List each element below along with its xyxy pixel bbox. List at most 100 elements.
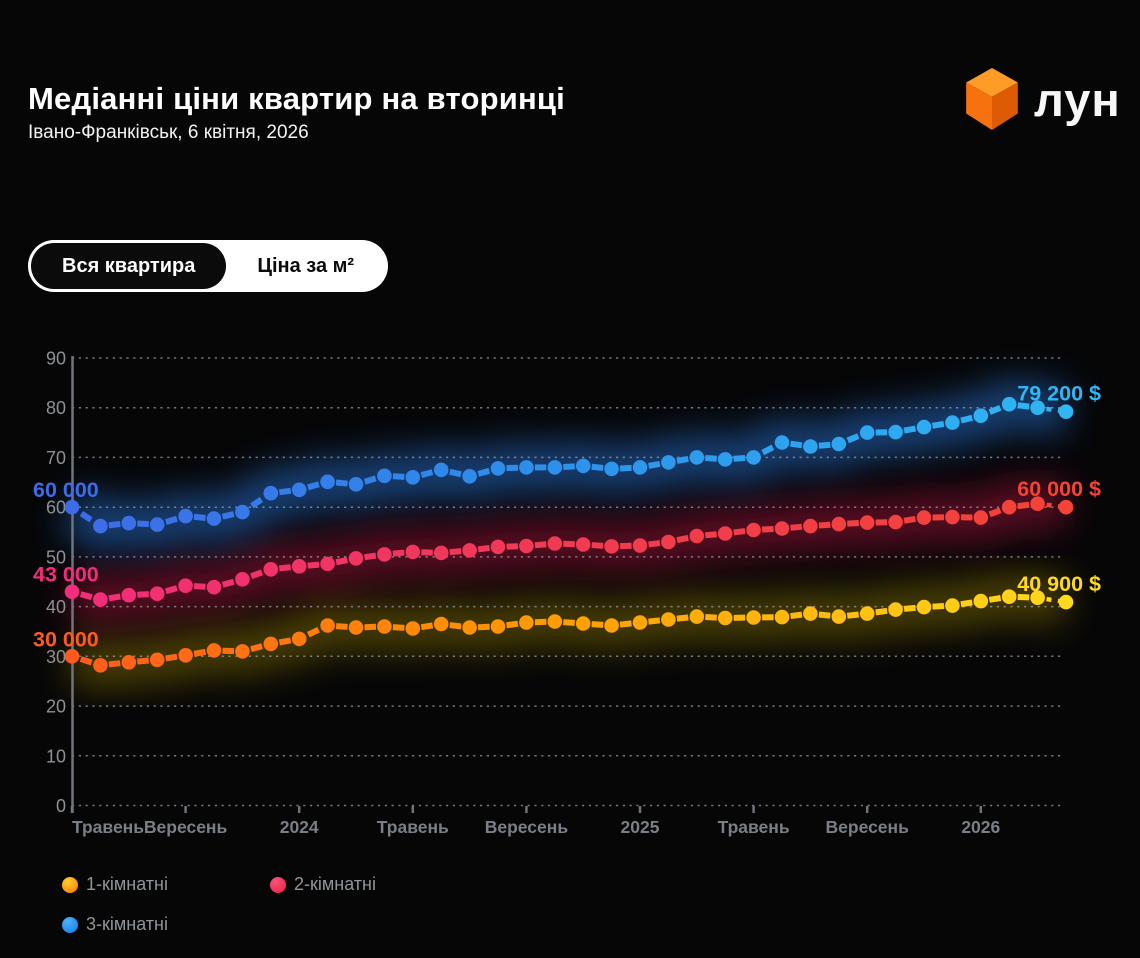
series-segment-2-rooms xyxy=(611,542,641,550)
lun-cube-icon xyxy=(964,68,1020,130)
series-segment-2-rooms xyxy=(895,514,925,526)
data-point-3-rooms xyxy=(178,508,193,524)
series-segment-1-rooms xyxy=(440,621,470,631)
data-point-2-rooms xyxy=(547,536,563,551)
series-segment-2-rooms xyxy=(497,543,527,550)
series-segment-1-rooms xyxy=(696,613,726,621)
x-axis-label: 2025 xyxy=(621,817,660,837)
series-segment-3-rooms xyxy=(327,478,357,488)
series-segment-3-rooms xyxy=(837,429,869,447)
series-segment-3-rooms xyxy=(213,509,244,522)
toggle-option-price-per-m2[interactable]: Ціна за м² xyxy=(226,243,385,289)
data-point-1-rooms xyxy=(1001,589,1017,604)
series-segment-3-rooms xyxy=(128,520,158,528)
data-point-3-rooms xyxy=(916,419,932,435)
series-segment-3-rooms xyxy=(867,429,896,436)
data-point-3-rooms xyxy=(490,461,506,476)
series-segment-2-rooms xyxy=(526,540,556,549)
series-segment-2-rooms xyxy=(469,543,499,554)
brand-wordmark: лун xyxy=(1034,72,1121,126)
data-point-2-rooms xyxy=(1001,499,1017,515)
data-point-1-rooms xyxy=(405,621,421,636)
legend-label: 3-кімнатні xyxy=(86,914,168,934)
data-point-1-rooms xyxy=(803,606,818,621)
series-segment-2-rooms xyxy=(99,592,130,603)
series-segment-1-rooms xyxy=(327,622,357,631)
series-segment-3-rooms xyxy=(497,464,527,472)
series-segment-2-rooms xyxy=(582,541,612,550)
data-point-1-rooms xyxy=(348,620,364,635)
data-point-2-rooms xyxy=(746,522,761,538)
data-point-3-rooms xyxy=(859,425,875,440)
data-point-2-rooms xyxy=(235,572,250,587)
series-segment-1-rooms xyxy=(71,653,102,669)
data-point-1-rooms xyxy=(206,643,222,658)
y-axis-label: 30 xyxy=(46,647,66,667)
series-segment-2-rooms xyxy=(979,504,1011,521)
data-point-2-rooms xyxy=(263,562,279,577)
series-segment-3-rooms xyxy=(240,490,273,515)
series-segment-1-rooms xyxy=(582,620,612,629)
data-point-2-rooms xyxy=(888,514,903,530)
data-point-1-rooms xyxy=(64,649,80,664)
data-point-3-rooms xyxy=(519,460,534,475)
series-segment-1-rooms xyxy=(923,602,953,611)
series-segment-2-rooms xyxy=(639,539,669,549)
series-end-value-label-2-rooms: 60 000 $ xyxy=(1017,477,1101,501)
data-point-1-rooms xyxy=(291,631,307,647)
series-end-value-label-1-rooms: 40 900 $ xyxy=(1017,572,1101,596)
data-point-1-rooms xyxy=(547,614,563,629)
data-point-3-rooms xyxy=(263,485,279,501)
data-point-1-rooms xyxy=(945,598,960,613)
series-segment-3-rooms xyxy=(412,466,442,481)
data-point-2-rooms xyxy=(405,544,421,560)
data-point-2-rooms xyxy=(604,539,619,554)
series-segment-3-rooms xyxy=(951,412,982,426)
series-segment-2-rooms xyxy=(128,590,158,599)
series-segment-2-rooms xyxy=(696,530,726,539)
legend-item-1-rooms: 1-кімнатні xyxy=(62,874,168,895)
data-point-1-rooms xyxy=(888,602,903,617)
series-segment-2-rooms xyxy=(355,551,385,562)
data-point-3-rooms xyxy=(405,470,421,485)
data-point-3-rooms xyxy=(831,436,847,452)
series-segment-2-rooms xyxy=(440,547,470,556)
data-point-1-rooms xyxy=(462,620,477,635)
series-segment-3-rooms xyxy=(979,401,1011,419)
data-point-3-rooms xyxy=(64,499,80,515)
data-point-3-rooms xyxy=(462,469,477,484)
series-segment-1-rooms xyxy=(469,623,499,631)
data-point-3-rooms xyxy=(547,460,563,475)
data-point-2-rooms xyxy=(973,510,989,525)
data-point-3-rooms xyxy=(689,450,705,465)
series-segment-1-rooms xyxy=(980,593,1010,605)
series-segment-2-rooms xyxy=(213,576,244,591)
series-segment-1-rooms xyxy=(270,635,300,647)
series-segment-2-rooms xyxy=(923,514,953,521)
series-segment-1-rooms xyxy=(611,619,641,629)
data-point-2-rooms xyxy=(575,537,591,552)
data-point-3-rooms xyxy=(433,462,449,478)
series-segment-3-rooms xyxy=(440,466,471,480)
series-segment-3-rooms xyxy=(895,424,925,436)
data-point-1-rooms xyxy=(320,618,335,633)
legend-item-2-rooms: 2-кімнатні xyxy=(270,874,376,895)
data-point-2-rooms xyxy=(291,559,307,574)
series-segment-1-rooms xyxy=(297,622,329,642)
series-segment-3-rooms xyxy=(582,462,612,472)
series-segment-1-rooms xyxy=(355,623,385,631)
data-point-3-rooms xyxy=(973,408,989,424)
legend-dot-2-rooms-icon xyxy=(270,876,286,893)
data-point-3-rooms xyxy=(291,482,307,498)
series-segment-1-rooms xyxy=(668,613,698,623)
series-segment-1-rooms xyxy=(497,619,527,630)
data-point-3-rooms xyxy=(121,515,137,531)
data-point-3-rooms xyxy=(206,511,222,526)
data-point-1-rooms xyxy=(490,619,506,634)
series-segment-1-rooms xyxy=(213,647,243,655)
y-axis-label: 20 xyxy=(46,697,66,717)
series-segment-2-rooms xyxy=(781,523,811,532)
toggle-option-whole-apartment[interactable]: Вся квартира xyxy=(31,243,227,289)
